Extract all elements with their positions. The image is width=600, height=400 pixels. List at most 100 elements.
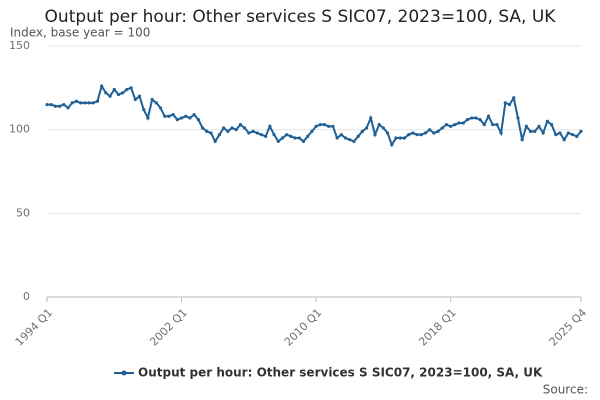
point [74,99,79,103]
point [465,118,470,122]
point [310,129,314,133]
point [570,133,575,137]
point [259,133,264,137]
point [163,114,167,118]
point [533,129,537,133]
point [49,102,53,107]
point [230,126,234,130]
point [318,123,322,127]
point [268,124,272,128]
point [415,133,419,137]
point [255,131,259,135]
point [385,131,390,135]
point [486,114,491,118]
x-tick-label: 1994 Q1 [13,306,56,349]
point [444,123,449,127]
point [356,134,360,138]
point [545,119,549,123]
point [449,124,453,128]
point [217,133,221,137]
point [167,114,171,118]
point [104,91,108,95]
point [524,124,528,128]
point [205,129,209,133]
point [503,101,507,105]
point [377,123,381,127]
point [234,128,238,132]
point [348,138,352,142]
y-tick-label: 0 [23,290,30,303]
point [549,123,554,127]
point [566,131,570,135]
chart-subtitle: Index, base year = 100 [10,26,150,40]
point [142,107,146,112]
source: Source: [543,383,588,397]
point [537,124,541,128]
point [402,136,407,140]
point [373,133,377,137]
point [200,126,205,130]
point [272,133,276,137]
point [83,101,87,105]
point [528,129,533,133]
point [150,97,154,102]
x-tick-label: 2010 Q1 [282,306,325,349]
point [541,131,545,135]
point [264,134,268,138]
point [314,124,318,128]
point [352,139,356,143]
point [390,143,394,147]
point [108,94,112,98]
point [112,87,116,92]
point [327,124,331,128]
point [343,136,348,140]
point [482,123,486,127]
point [137,94,142,98]
point [121,91,125,95]
point [301,139,306,143]
point [512,96,516,100]
point [423,131,428,135]
point [247,131,251,135]
point [276,139,280,143]
point [58,104,62,108]
point [293,136,297,140]
point [335,136,339,140]
point [297,136,301,140]
point [289,134,293,138]
point [116,92,121,97]
point [440,126,444,130]
point [285,133,289,137]
point [175,118,179,122]
point [87,101,91,105]
point [226,129,230,133]
point [62,102,66,107]
point [53,104,58,108]
point [398,136,402,140]
point [146,116,150,120]
point [188,116,192,120]
point [79,101,83,105]
point [322,123,327,127]
point [470,116,474,120]
point [125,87,129,92]
point [213,139,217,143]
point [407,133,411,137]
y-tick-label: 100 [9,123,30,136]
legend-label: Output per hour: Other services S SIC07,… [138,366,543,380]
point [516,116,520,120]
point [428,128,432,132]
point [507,102,512,107]
series-line [47,83,582,147]
point [184,114,188,118]
point [579,129,583,133]
point [306,134,310,138]
point [457,121,461,125]
point [369,116,373,120]
point [364,126,369,130]
point [394,136,398,140]
point [280,136,285,140]
point [360,129,364,133]
point [432,131,436,135]
